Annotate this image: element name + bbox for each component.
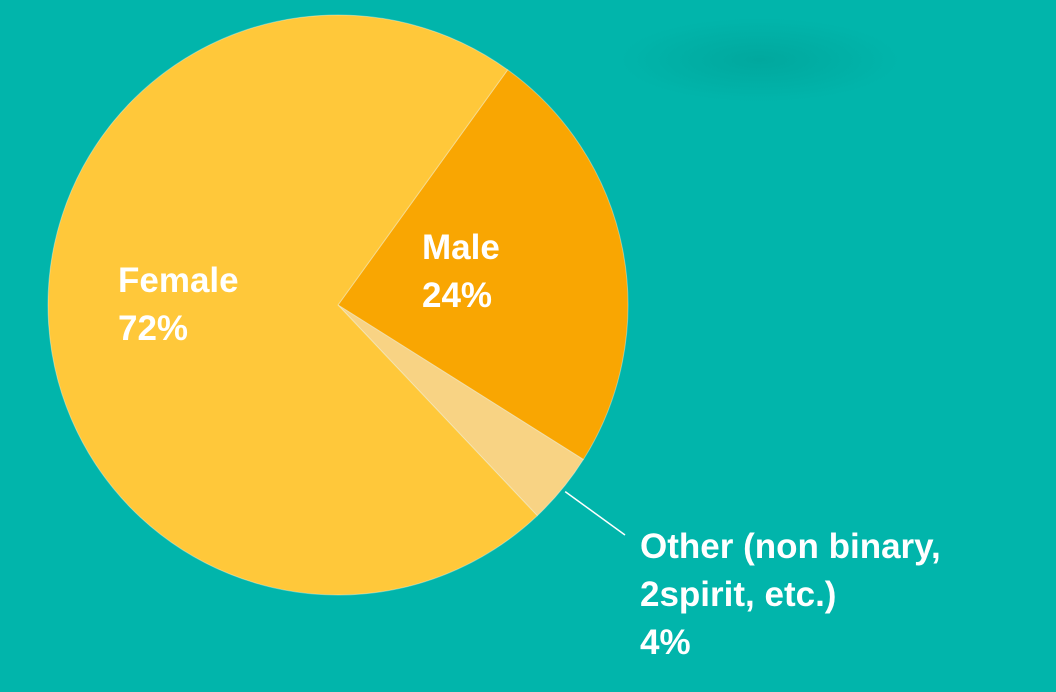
pie-slice	[337, 304, 585, 517]
value-label: 72%	[118, 309, 189, 348]
slice-label: Other (non binary, 2spirit, etc.) 4%	[640, 523, 1056, 667]
category-name: Other (non binary, 2spirit, etc.)	[640, 527, 941, 614]
slice-label: Male 24%	[422, 224, 622, 320]
leader-line	[564, 491, 626, 536]
pie-slice	[47, 14, 538, 596]
pie-slice	[337, 69, 629, 461]
value-label: 24%	[422, 276, 493, 315]
category-name: Male	[422, 228, 500, 267]
slice-label: Female 72%	[118, 257, 338, 353]
value-label: 4%	[640, 623, 691, 662]
category-name: Female	[118, 261, 239, 300]
